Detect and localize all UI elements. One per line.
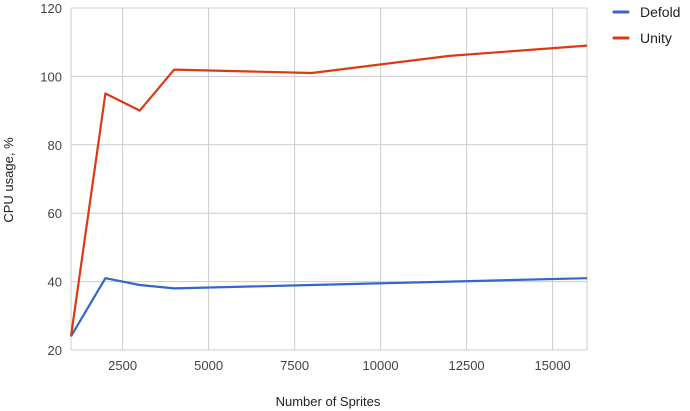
x-tick-label: 12500 [449, 358, 485, 373]
x-tick-label: 5000 [194, 358, 223, 373]
x-tick-label: 15000 [535, 358, 571, 373]
y-tick-label: 80 [48, 138, 62, 153]
y-tick-label: 60 [48, 206, 62, 221]
series-lines [69, 44, 588, 337]
legend-label-defold: Defold [640, 4, 680, 20]
x-axis-title: Number of Sprites [276, 394, 381, 409]
grid-lines [70, 7, 588, 351]
series-line-unity [69, 44, 588, 337]
legend-label-unity: Unity [640, 30, 672, 46]
x-tick-labels: 2500 5000 7500 10000 12500 15000 [108, 358, 571, 373]
y-axis-title: CPU usage, % [1, 137, 16, 223]
y-tick-label: 20 [48, 343, 62, 358]
y-tick-label: 100 [40, 69, 62, 84]
y-tick-label: 120 [40, 1, 62, 16]
y-tick-label: 40 [48, 275, 62, 290]
series-line-defold [70, 277, 588, 337]
x-tick-label: 10000 [363, 358, 399, 373]
x-tick-label: 2500 [108, 358, 137, 373]
y-tick-labels: 20 40 60 80 100 120 [40, 1, 62, 358]
x-tick-label: 7500 [280, 358, 309, 373]
legend: Defold Unity [612, 4, 680, 46]
